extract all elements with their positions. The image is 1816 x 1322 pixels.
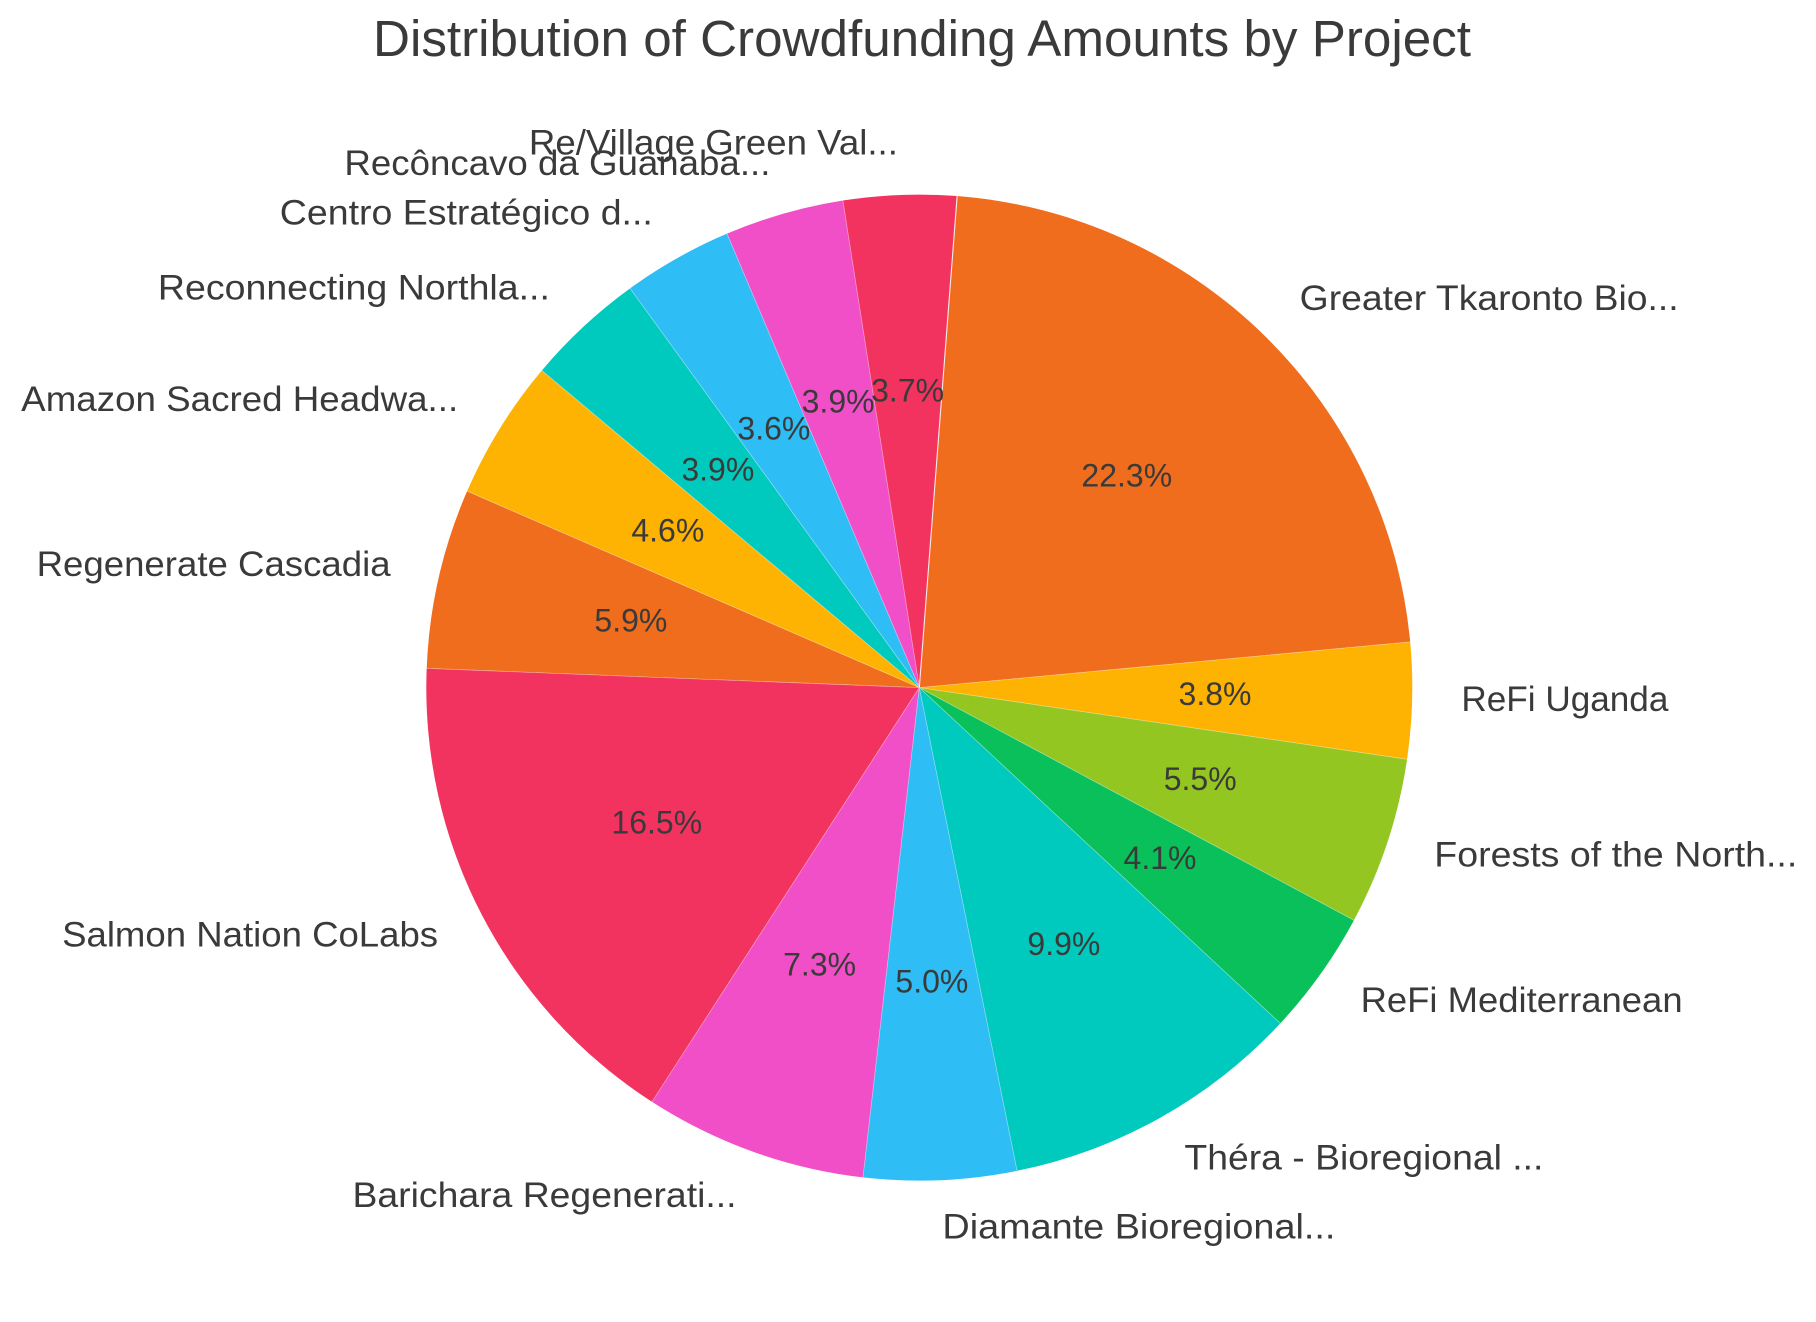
svg-text:3.6%: 3.6% bbox=[737, 411, 810, 447]
svg-text:Reconnecting Northla...: Reconnecting Northla... bbox=[158, 268, 550, 308]
svg-text:3.7%: 3.7% bbox=[871, 373, 944, 409]
svg-text:Théra - Bioregional ...: Théra - Bioregional ... bbox=[1184, 1138, 1543, 1178]
svg-text:5.5%: 5.5% bbox=[1164, 761, 1237, 797]
svg-text:7.3%: 7.3% bbox=[783, 947, 856, 983]
svg-text:3.8%: 3.8% bbox=[1179, 676, 1252, 712]
svg-text:5.9%: 5.9% bbox=[594, 602, 667, 638]
svg-text:22.3%: 22.3% bbox=[1081, 457, 1172, 493]
svg-text:3.9%: 3.9% bbox=[802, 384, 875, 420]
svg-text:Barichara Regenerati...: Barichara Regenerati... bbox=[353, 1175, 737, 1215]
svg-text:9.9%: 9.9% bbox=[1027, 926, 1100, 962]
svg-text:Forests of the North...: Forests of the North... bbox=[1434, 835, 1797, 875]
svg-text:Diamante Bioregional...: Diamante Bioregional... bbox=[942, 1206, 1335, 1246]
svg-text:3.9%: 3.9% bbox=[681, 452, 754, 488]
svg-text:16.5%: 16.5% bbox=[611, 805, 702, 841]
svg-text:4.1%: 4.1% bbox=[1124, 840, 1197, 876]
svg-text:5.0%: 5.0% bbox=[895, 964, 968, 1000]
svg-text:Greater Tkaronto Bio...: Greater Tkaronto Bio... bbox=[1300, 278, 1679, 318]
svg-text:Re/Village Green Val...: Re/Village Green Val... bbox=[529, 123, 898, 163]
svg-text:ReFi Uganda: ReFi Uganda bbox=[1461, 679, 1668, 719]
svg-text:Salmon Nation CoLabs: Salmon Nation CoLabs bbox=[62, 915, 438, 955]
svg-text:Recôncavo da Guanaba...: Recôncavo da Guanaba... bbox=[344, 143, 770, 183]
svg-text:Regenerate Cascadia: Regenerate Cascadia bbox=[37, 544, 391, 584]
svg-text:Distribution of Crowdfunding A: Distribution of Crowdfunding Amounts by … bbox=[373, 10, 1471, 67]
svg-text:Centro Estratégico d...: Centro Estratégico d... bbox=[280, 192, 653, 232]
svg-text:Amazon Sacred Headwa...: Amazon Sacred Headwa... bbox=[21, 379, 458, 419]
svg-text:4.6%: 4.6% bbox=[631, 512, 704, 548]
svg-text:ReFi Mediterranean: ReFi Mediterranean bbox=[1361, 980, 1683, 1020]
